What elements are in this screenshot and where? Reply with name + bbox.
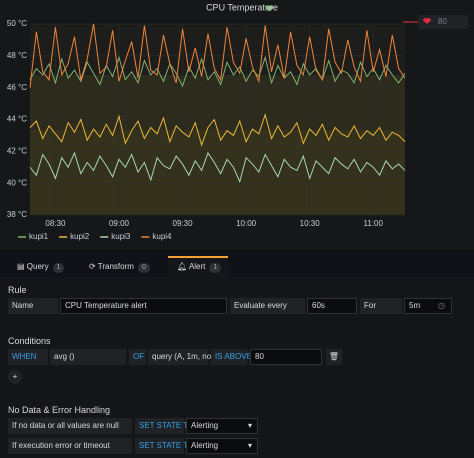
tab-count: 1	[209, 263, 222, 273]
threshold-label: 80	[438, 17, 447, 26]
section-heading: No Data & Error Handling	[8, 405, 111, 415]
legend-label: kupi1	[29, 232, 49, 241]
field-label: Evaluate every	[230, 298, 305, 314]
series-line	[29, 55, 406, 88]
x-tick-label: 09:00	[109, 219, 130, 228]
legend-label: kupi3	[111, 232, 131, 241]
heart-icon	[265, 5, 274, 12]
y-tick-label: 40 °C	[7, 178, 27, 187]
tab-label: Query	[26, 262, 49, 271]
tab-label: Transform	[97, 262, 134, 271]
y-tick-label: 42 °C	[7, 146, 27, 155]
chart: CPU Temperature 80 38 °C 40 °C 42 °C 44 °C 4…	[6, 2, 468, 242]
keyword: OF	[129, 349, 146, 365]
query[interactable]: query (A, 1m, now)	[148, 349, 220, 365]
field-label: For	[360, 298, 402, 314]
y-tick-label: 38 °C	[7, 210, 27, 219]
keyword: SET STATE TO	[135, 438, 194, 454]
y-tick-label: 50 °C	[7, 19, 27, 28]
tab-bar	[0, 252, 474, 277]
field-label: Name	[8, 298, 58, 314]
threshold-heart	[423, 18, 431, 24]
x-tick-label: 09:30	[173, 219, 194, 228]
y-tick-label: 46 °C	[7, 83, 27, 92]
keyword: SET STATE TO	[135, 418, 194, 434]
section-heading: Rule	[8, 285, 27, 295]
chart-title: CPU Temperature	[206, 2, 278, 12]
for-input[interactable]: 5m	[404, 298, 452, 314]
state-select[interactable]: Alerting ▾	[186, 438, 258, 454]
tab-count: 0	[137, 263, 150, 273]
series-line	[29, 151, 406, 184]
x-tick-label: 10:00	[236, 219, 257, 228]
tab[interactable]: 🔔︎ Alert 1	[177, 259, 222, 275]
state-value: Alerting	[191, 421, 219, 430]
x-tick-label: 10:30	[300, 219, 321, 228]
threshold-input[interactable]: 80	[250, 349, 322, 365]
tab-label: Alert	[188, 262, 206, 271]
state-value: Alerting	[191, 441, 219, 450]
legend-label: kupi2	[70, 232, 90, 241]
tab-count: 1	[52, 263, 65, 273]
threshold-box	[418, 15, 468, 29]
evaluator[interactable]: IS ABOVE	[211, 349, 252, 365]
x-tick-label: 11:00	[364, 219, 384, 228]
tab[interactable]: ▤ Query 1	[17, 259, 65, 275]
y-tick-label: 48 °C	[7, 51, 27, 60]
add-button[interactable]: +	[8, 370, 22, 384]
section-heading: Conditions	[8, 336, 51, 346]
delete-button[interactable]: 🗑︎	[326, 349, 342, 365]
keyword: WHEN	[8, 349, 48, 365]
tab[interactable]: ⟳ Transform 0	[89, 259, 150, 275]
series-line	[29, 23, 406, 88]
area-fill	[30, 130, 405, 215]
row-label: If execution error or timeout	[8, 438, 132, 454]
x-tick-label: 08:30	[45, 219, 66, 228]
legend-label: kupi4	[152, 232, 172, 241]
name-input[interactable]: CPU Temperature alert	[60, 298, 227, 314]
clock-icon: ◷	[438, 301, 445, 310]
row-label: If no data or all values are null	[8, 418, 132, 434]
series-line	[29, 112, 406, 147]
state-select[interactable]: Alerting ▾	[186, 418, 258, 434]
evaluate-input[interactable]: 60s	[307, 298, 357, 314]
y-tick-label: 44 °C	[7, 115, 27, 124]
reducer[interactable]: avg ()	[50, 349, 126, 365]
